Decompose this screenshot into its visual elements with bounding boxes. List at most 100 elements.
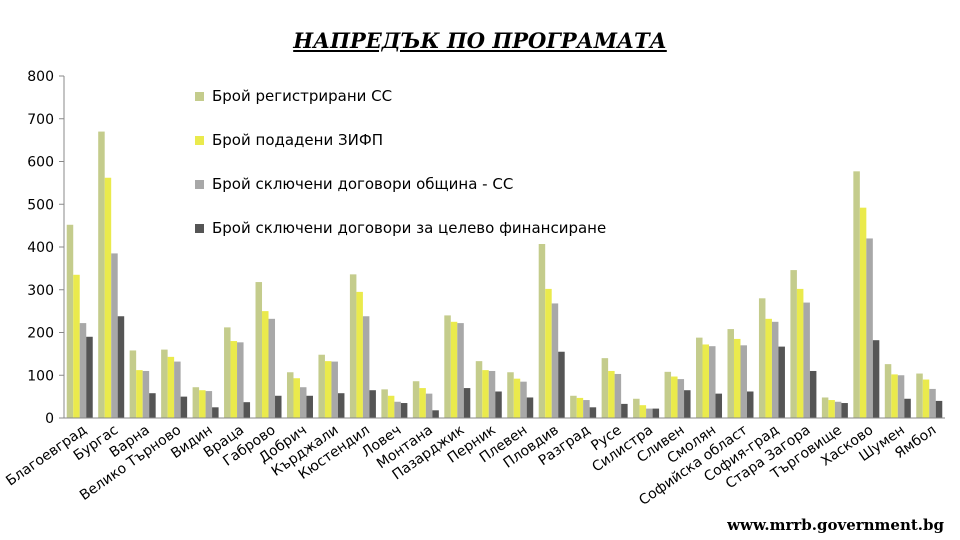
bar <box>286 372 294 418</box>
legend-swatch <box>195 224 204 233</box>
bar <box>224 327 231 418</box>
bar <box>859 207 867 418</box>
bar <box>551 303 559 418</box>
y-tick-label: 500 <box>27 197 54 213</box>
bar <box>255 282 263 418</box>
bar <box>803 302 810 418</box>
bar <box>199 390 206 418</box>
bar <box>488 370 496 418</box>
bar <box>205 391 213 418</box>
bar <box>237 342 244 418</box>
bar <box>318 354 325 418</box>
bar <box>702 344 710 418</box>
legend-swatch <box>195 92 204 101</box>
bar <box>652 408 660 418</box>
bar <box>828 400 835 418</box>
bar <box>872 340 880 418</box>
bar <box>778 346 785 418</box>
bar <box>589 407 597 418</box>
bar <box>765 318 772 418</box>
bar <box>180 396 188 418</box>
bar <box>299 387 307 418</box>
bar <box>400 403 408 418</box>
bar <box>212 407 219 418</box>
bar <box>394 401 401 418</box>
bar <box>513 378 521 418</box>
y-axis: 0 100 200 300 400 500 600 700 800 <box>27 69 65 427</box>
bar <box>98 131 105 418</box>
source-text: www.mrrb.government.bg <box>727 516 944 534</box>
bar <box>646 408 653 418</box>
bar <box>727 329 734 418</box>
bar <box>696 337 703 418</box>
bar <box>796 288 804 418</box>
bar <box>73 274 80 418</box>
bar <box>349 274 357 418</box>
bar <box>558 351 565 418</box>
bar <box>324 361 332 418</box>
bar <box>633 398 640 418</box>
bar <box>583 400 590 418</box>
bar <box>614 373 622 418</box>
bar <box>733 338 741 418</box>
bar <box>538 244 546 418</box>
bar <box>381 389 388 418</box>
legend: Брой регистрирани СС Брой подадени ЗИФП Бр… <box>195 87 606 237</box>
chart-title: НАПРЕДЪК ПО ПРОГРАМАТА <box>293 28 667 53</box>
bar <box>507 372 514 418</box>
bar <box>293 378 300 418</box>
bar <box>482 370 489 418</box>
bar <box>117 316 125 418</box>
bar <box>841 403 848 418</box>
bar <box>884 364 892 418</box>
bar <box>671 376 678 418</box>
bar <box>161 349 168 418</box>
bar <box>337 393 345 418</box>
y-tick-label: 0 <box>45 411 54 427</box>
bar <box>86 336 93 418</box>
bar <box>149 393 156 418</box>
bar <box>897 375 905 418</box>
bar <box>362 316 370 418</box>
bar <box>450 321 458 418</box>
y-tick-label: 800 <box>27 69 54 85</box>
bar <box>79 323 87 418</box>
bar <box>821 397 829 418</box>
bar <box>356 291 363 418</box>
bar <box>331 361 338 418</box>
bar <box>262 311 269 418</box>
bar <box>904 398 911 418</box>
bar <box>387 395 395 418</box>
bar <box>684 390 691 418</box>
legend-label: Брой сключени договори община - СС <box>212 175 513 193</box>
bar <box>576 397 584 418</box>
bar <box>891 374 898 418</box>
bar <box>192 387 200 418</box>
bar <box>475 361 483 418</box>
bar <box>677 379 685 418</box>
bar <box>444 315 451 418</box>
bar <box>922 379 930 418</box>
bar <box>520 381 527 418</box>
legend-swatch <box>195 136 204 145</box>
bar <box>129 350 137 418</box>
bar <box>570 395 577 418</box>
bar <box>463 388 471 418</box>
bar <box>526 397 534 418</box>
bar <box>174 361 181 418</box>
bar <box>243 402 251 418</box>
y-tick-label: 700 <box>27 112 54 128</box>
bar <box>834 401 842 418</box>
y-tick-label: 200 <box>27 326 54 342</box>
bar <box>916 373 923 418</box>
bar <box>432 410 439 418</box>
y-tick-label: 300 <box>27 283 54 299</box>
bar <box>935 400 943 418</box>
bar <box>111 253 118 418</box>
bar <box>136 370 143 418</box>
bar <box>771 321 779 418</box>
legend-label: Брой регистрирани СС <box>212 87 392 105</box>
bar <box>853 171 860 418</box>
